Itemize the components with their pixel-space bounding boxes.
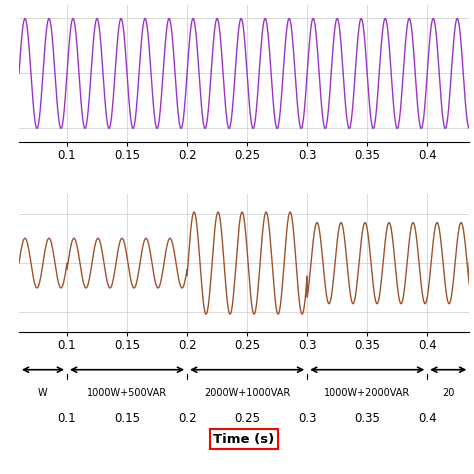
Text: 0.35: 0.35 [354,411,380,425]
Text: 0.2: 0.2 [178,411,196,425]
Text: 0.25: 0.25 [234,411,260,425]
Text: 2000W+1000VAR: 2000W+1000VAR [204,388,290,399]
Text: 0.4: 0.4 [418,411,437,425]
Text: Time (s): Time (s) [213,433,275,446]
Text: W: W [38,388,48,399]
Text: 0.3: 0.3 [298,411,317,425]
Text: 20: 20 [442,388,455,399]
Text: 0.1: 0.1 [58,411,76,425]
Text: 1000W+2000VAR: 1000W+2000VAR [324,388,410,399]
Text: 1000W+500VAR: 1000W+500VAR [87,388,167,399]
Text: 0.15: 0.15 [114,411,140,425]
